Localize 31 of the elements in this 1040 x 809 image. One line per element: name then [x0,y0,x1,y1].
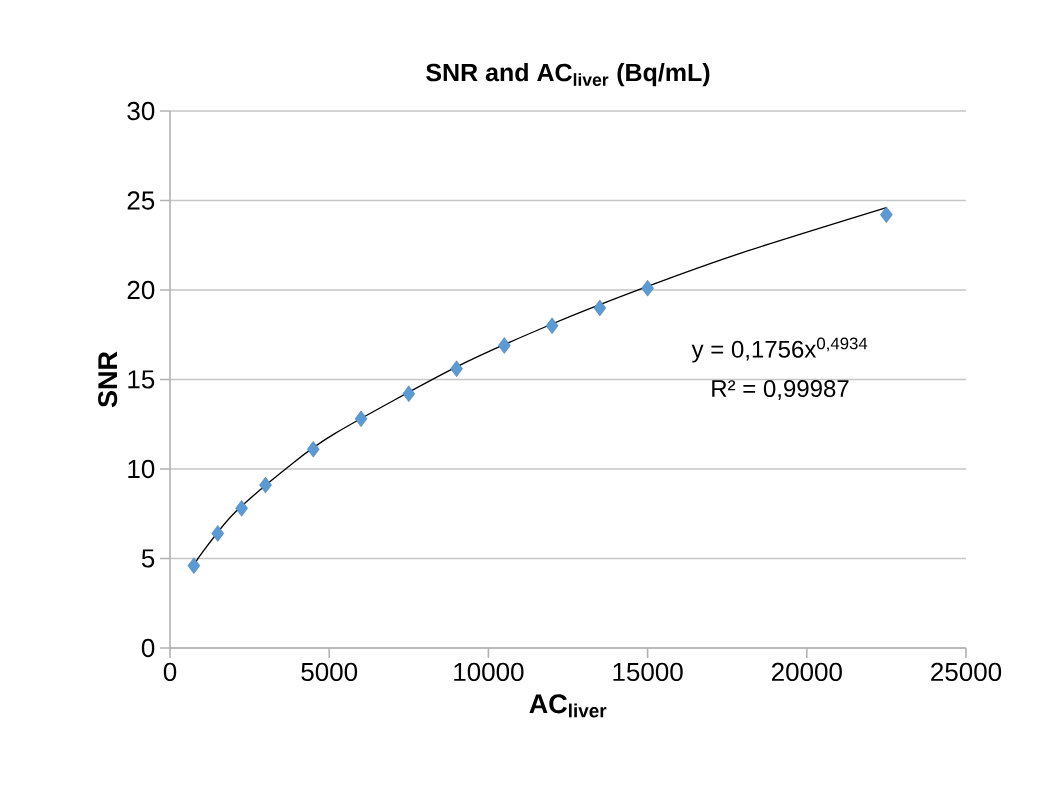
x-tick-label: 5000 [301,662,358,682]
point [641,279,654,297]
point [402,385,416,403]
chart-title: SNR and AC$_{liver}$ (Bq/mL) [426,62,710,87]
y-tick-label: 10 [128,459,155,479]
x-tick-label: 10000 [454,662,524,682]
point [211,525,225,542]
point [498,337,511,354]
y-tick-label: 0 [141,638,155,658]
x-tick-label: 20000 [771,662,842,682]
point [880,206,893,224]
point [545,317,559,335]
x-tick-label: 15000 [613,662,683,682]
y-tick-label: 30 [127,101,155,121]
point [235,500,248,517]
y-axis-title: SNR [98,351,118,408]
annotation: y = 0,1756x$^{0,4934}$ [691,337,868,363]
point [593,299,607,317]
y-tick-label: 5 [141,549,155,568]
y-tick-label: 15 [128,370,155,389]
x-tick-label: 25000 [931,662,1002,682]
y-tick-label: 25 [127,191,155,210]
x-axis-title: AC$_{liver}$ [529,694,607,718]
point [259,476,272,494]
y-tick-label: 20 [127,280,155,300]
point [354,410,368,428]
x-tick-label: 0 [163,662,177,682]
point [187,557,201,574]
point [450,360,463,378]
annotation: R² = 0,99987 [712,380,849,400]
point [307,441,320,458]
